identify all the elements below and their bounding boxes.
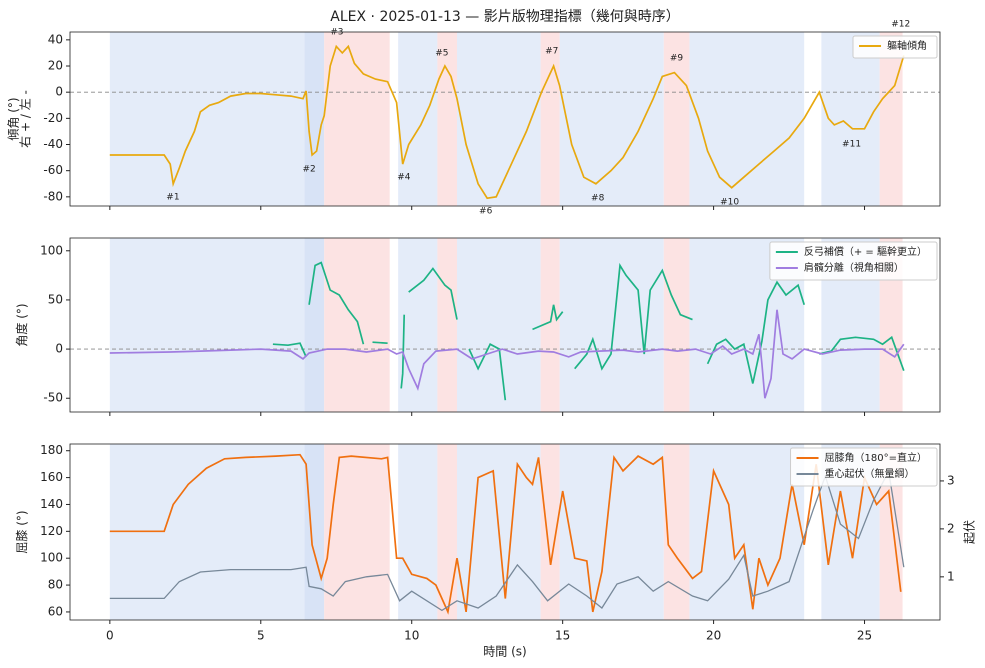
annotation: #10 xyxy=(720,197,739,207)
y-axis-label: 右 + / 左 - xyxy=(18,90,33,148)
y-tick-label: 140 xyxy=(40,497,63,511)
phase-span xyxy=(540,238,560,412)
y2-axis-label: 起伏 xyxy=(963,520,977,544)
x-tick-label: 10 xyxy=(404,629,419,643)
y-tick-label: 100 xyxy=(40,551,63,565)
phase-span xyxy=(437,32,458,206)
phase-span xyxy=(559,32,664,206)
series-line xyxy=(272,261,905,401)
phase-span xyxy=(689,32,805,206)
phase-span xyxy=(437,444,458,620)
y-axis-label: 角度 (°) xyxy=(14,303,29,346)
phase-span xyxy=(324,444,390,620)
plot-frame xyxy=(69,443,941,621)
y-tick-label: 0 xyxy=(55,342,63,356)
phase-span xyxy=(304,238,325,412)
legend-label: 屈膝角（180°=直立） xyxy=(825,451,927,464)
y-tick-label: 40 xyxy=(48,32,63,46)
y-axis-label: 傾角 (°) xyxy=(7,97,21,140)
chart-title: ALEX · 2025-01-13 — 影片版物理指標（幾何與時序） xyxy=(330,9,679,25)
phase-span xyxy=(109,238,305,412)
phase-span xyxy=(879,238,903,412)
legend: 反弓補償（+ = 驅幹更立） 肩髖分離（視角相關） xyxy=(769,241,938,281)
y-tick-label: 180 xyxy=(40,443,63,457)
legend-label: 重心起伏（無量綱） xyxy=(825,467,915,480)
annotation: #2 xyxy=(302,164,315,174)
x-tick-label: 5 xyxy=(257,629,265,643)
series-line xyxy=(109,469,905,612)
annotation: #11 xyxy=(842,139,861,149)
y-tick-label: -40 xyxy=(43,137,63,151)
x-tick-label: 25 xyxy=(857,629,872,643)
legend-label: 反弓補償（+ = 驅幹更立） xyxy=(804,245,927,258)
y-tick-label: 20 xyxy=(48,59,63,73)
y2-tick-label: 2 xyxy=(947,521,955,535)
phase-span xyxy=(304,444,325,620)
phase-span xyxy=(879,32,903,206)
phase-span xyxy=(398,444,438,620)
x-tick-label: 15 xyxy=(555,629,570,643)
annotation: #4 xyxy=(397,172,411,182)
x-axis-label: 時間 (s) xyxy=(483,645,526,659)
series-line xyxy=(109,309,905,399)
annotation: #9 xyxy=(670,53,684,63)
y-tick-label: 160 xyxy=(40,470,63,484)
phase-span xyxy=(559,238,664,412)
phase-span xyxy=(540,444,560,620)
phase-span xyxy=(398,32,438,206)
phase-span xyxy=(540,32,560,206)
plot-frame xyxy=(69,31,941,207)
phase-span xyxy=(879,444,903,620)
phase-span xyxy=(457,32,541,206)
y-axis-label: 屈膝 (°) xyxy=(15,510,29,553)
legend-label: 肩髖分離（視角相關） xyxy=(804,261,904,274)
annotation: #3 xyxy=(330,28,343,38)
plot-frame xyxy=(69,237,941,413)
x-tick-label: 20 xyxy=(706,629,721,643)
phase-span xyxy=(663,32,690,206)
legend-box xyxy=(852,35,938,59)
y-tick-label: 50 xyxy=(48,292,63,306)
y-tick-label: -20 xyxy=(43,111,63,125)
legend: 軀軸傾角 xyxy=(852,35,938,59)
y-tick-label: -80 xyxy=(43,189,63,203)
x-tick-label: 0 xyxy=(106,629,114,643)
y-tick-label: 60 xyxy=(48,604,63,618)
annotation: #6 xyxy=(479,206,493,216)
y-tick-label: 80 xyxy=(48,578,63,592)
annotation: #8 xyxy=(591,193,605,203)
annotation: #1 xyxy=(166,192,179,202)
annotation: #7 xyxy=(545,46,558,56)
legend: 屈膝角（180°=直立） 重心起伏（無量綱） xyxy=(790,447,938,487)
y-tick-label: 0 xyxy=(55,85,63,99)
y-tick-label: -60 xyxy=(43,163,63,177)
series-line xyxy=(109,44,905,200)
phase-span xyxy=(663,238,690,412)
y2-tick-label: 1 xyxy=(947,569,955,583)
series-line xyxy=(109,453,902,615)
y-tick-label: -50 xyxy=(43,391,63,405)
annotation: #5 xyxy=(435,48,448,58)
phase-span xyxy=(324,32,390,206)
phase-span xyxy=(457,238,541,412)
legend-box xyxy=(769,241,938,281)
legend-label: 軀軸傾角 xyxy=(887,39,927,52)
legend-box xyxy=(790,447,938,487)
phase-span xyxy=(324,238,390,412)
phase-span xyxy=(109,32,305,206)
annotation: #12 xyxy=(891,20,910,30)
phase-span xyxy=(304,32,325,206)
phase-span xyxy=(437,238,458,412)
y2-tick-label: 3 xyxy=(947,473,955,487)
y-tick-label: 100 xyxy=(40,243,63,257)
y-tick-label: 120 xyxy=(40,524,63,538)
